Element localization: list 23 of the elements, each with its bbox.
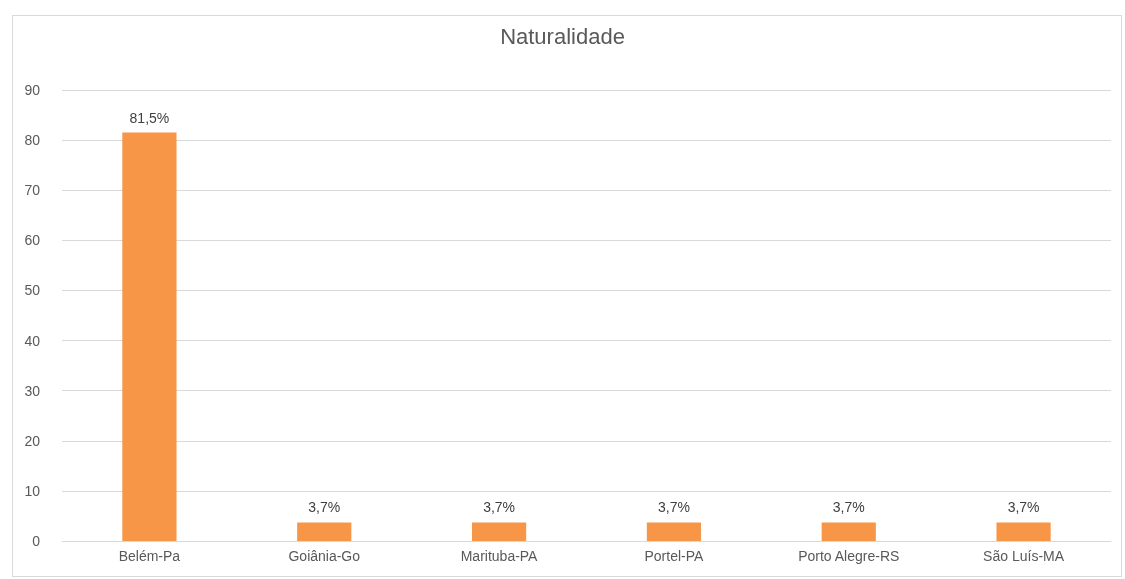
y-tick-label: 40 xyxy=(24,332,41,349)
x-tick-label: Portel-PA xyxy=(644,548,705,564)
chart-title: Naturalidade xyxy=(500,23,625,49)
x-tick-label: São Luís-MA xyxy=(983,548,1065,564)
y-tick-label: 90 xyxy=(24,82,41,98)
data-label: 81,5% xyxy=(129,109,170,126)
y-tick-label: 30 xyxy=(24,382,41,399)
y-tick-label: 20 xyxy=(24,432,41,449)
y-tick-label: 70 xyxy=(24,182,41,199)
data-label: 3,7% xyxy=(308,499,341,516)
y-tick-label: 10 xyxy=(24,482,41,499)
data-label: 3,7% xyxy=(483,499,516,516)
y-tick-label: 0 xyxy=(32,533,41,549)
x-tick-label: Porto Alegre-RS xyxy=(798,548,900,564)
x-tick-label: Goiânia-Go xyxy=(288,548,361,564)
data-label: 3,7% xyxy=(832,499,865,516)
data-label: 3,7% xyxy=(657,499,690,516)
x-tick-label: Marituba-PA xyxy=(460,548,539,564)
y-tick-label: 50 xyxy=(24,282,41,299)
y-tick-label: 80 xyxy=(24,132,41,149)
x-tick-label: Belém-Pa xyxy=(118,548,181,564)
y-tick-label: 60 xyxy=(24,232,41,249)
data-label: 3,7% xyxy=(1007,499,1040,516)
